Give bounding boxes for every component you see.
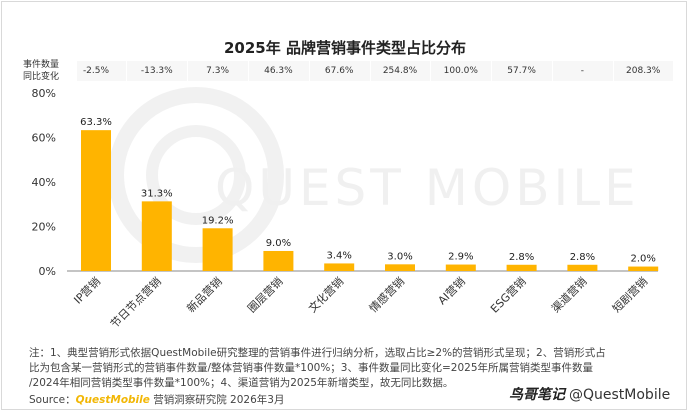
x-tick-label: 新品营销 [184, 274, 225, 315]
x-tick-label: 文化营销 [305, 274, 346, 315]
x-tick-label: 短剧营销 [609, 274, 650, 315]
chart-title: 2025年 品牌营销事件类型占比分布 [224, 39, 466, 57]
yoy-cell: 100.0% [443, 66, 478, 76]
bar [506, 264, 537, 271]
yoy-separator [308, 61, 310, 81]
credit: 鸟哥笔记 @QuestMobile [509, 384, 670, 404]
data-label: 2.0% [630, 254, 655, 265]
bar [141, 201, 172, 271]
x-tick-label: ESG营销 [487, 274, 528, 315]
y-tick-label: 0% [39, 265, 56, 278]
x-tick-label: IP营销 [71, 274, 103, 306]
watermark: QUEST MOBILE [108, 87, 640, 263]
value-labels: 63.3% 31.3% 19.2% 9.0% 3.4% 3.0% 2.9% 2.8% 2.8% 2… [80, 117, 656, 264]
yoy-cell: 46.3% [264, 66, 293, 76]
source-suffix: 营销洞察研究院 2026年3月 [149, 394, 285, 406]
bar [567, 264, 598, 271]
data-label: 19.2% [202, 215, 234, 226]
bar [263, 250, 294, 271]
yoy-separator [187, 61, 189, 81]
yoy-separator [612, 61, 614, 81]
yoy-separator [369, 61, 371, 81]
data-label: 2.8% [570, 252, 595, 263]
yoy-row-label-line2: 同比变化 [23, 72, 60, 82]
data-label: 2.8% [509, 252, 534, 263]
watermark-text: QUEST MOBILE [215, 159, 640, 217]
data-label: 9.0% [266, 238, 291, 249]
credit-handle: @QuestMobile [569, 387, 671, 403]
x-tick-label: 情感营销 [366, 274, 407, 315]
bar [324, 263, 355, 271]
y-tick-label: 80% [32, 87, 56, 100]
x-tick-label: 渠道营销 [549, 274, 590, 315]
bar [445, 264, 476, 271]
yoy-separator [248, 61, 249, 81]
yoy-separator [552, 61, 553, 81]
x-tick-label: 圈层营销 [245, 274, 286, 315]
x-tick-label: 节日节点营销 [107, 274, 164, 331]
yoy-cell: 67.6% [324, 66, 354, 76]
x-tick-labels: IP营销 节日节点营销 新品营销 圈层营销 文化营销 情感营销 AI营销 ESG营销 渠道营销短… [71, 274, 651, 331]
yoy-cell: -13.3% [140, 66, 173, 76]
bars [81, 130, 659, 271]
y-tick-label: 40% [32, 176, 56, 189]
yoy-row-band [77, 61, 673, 81]
data-label: 2.9% [448, 252, 473, 263]
y-tick-label: 20% [32, 221, 56, 234]
data-label: 63.3% [80, 117, 112, 128]
yoy-cell: -2.5% [82, 66, 110, 76]
bar [385, 264, 415, 271]
data-label: 3.0% [387, 251, 412, 262]
bar [81, 130, 111, 271]
footnote-line: /2024年相同营销类型事件数量*100%；4、渠道营销为2025年新增类型，故… [29, 377, 454, 389]
footnote: 注：1、典型营销形式依据QuestMobile研究整理的营销事件进行归纳分析，选… [29, 346, 669, 391]
y-tick-label: 60% [32, 132, 56, 145]
yoy-cell: 254.8% [382, 66, 418, 76]
bar [628, 266, 659, 271]
source-line: Source：QuestMobile 营销洞察研究院 2026年3月 [29, 392, 284, 407]
yoy-cell: 57.7% [507, 66, 536, 76]
yoy-separator [126, 61, 128, 81]
yoy-separator [430, 61, 432, 81]
footnote-line: 比为包含某一营销形式的营销事件数量/整体营销事件数量*100%；3、事件数量同比… [29, 362, 594, 374]
source-brand: QuestMobile [75, 394, 150, 406]
bar [202, 228, 233, 271]
yoy-cell: - [580, 66, 585, 76]
source-prefix: Source： [29, 394, 76, 406]
yoy-cell: 7.3% [206, 66, 230, 76]
x-tick-label: AI营销 [435, 274, 468, 307]
y-axis-ticks: 80% 60% 40% 20% 0% [32, 87, 56, 278]
watermark-ring [108, 87, 284, 263]
yoy-row-label-line1: 事件数量 [23, 60, 60, 70]
yoy-cell: 208.3% [626, 66, 661, 76]
watermark-ring [146, 125, 246, 225]
credit-logo: 鸟哥笔记 [509, 387, 565, 403]
data-label: 3.4% [326, 250, 351, 261]
footnote-line: 注：1、典型营销形式依据QuestMobile研究整理的营销事件进行归纳分析，选… [29, 347, 606, 359]
yoy-separator [491, 61, 493, 81]
data-label: 31.3% [141, 188, 173, 199]
yoy-row-label: 事件数量 同比变化 [23, 59, 73, 83]
